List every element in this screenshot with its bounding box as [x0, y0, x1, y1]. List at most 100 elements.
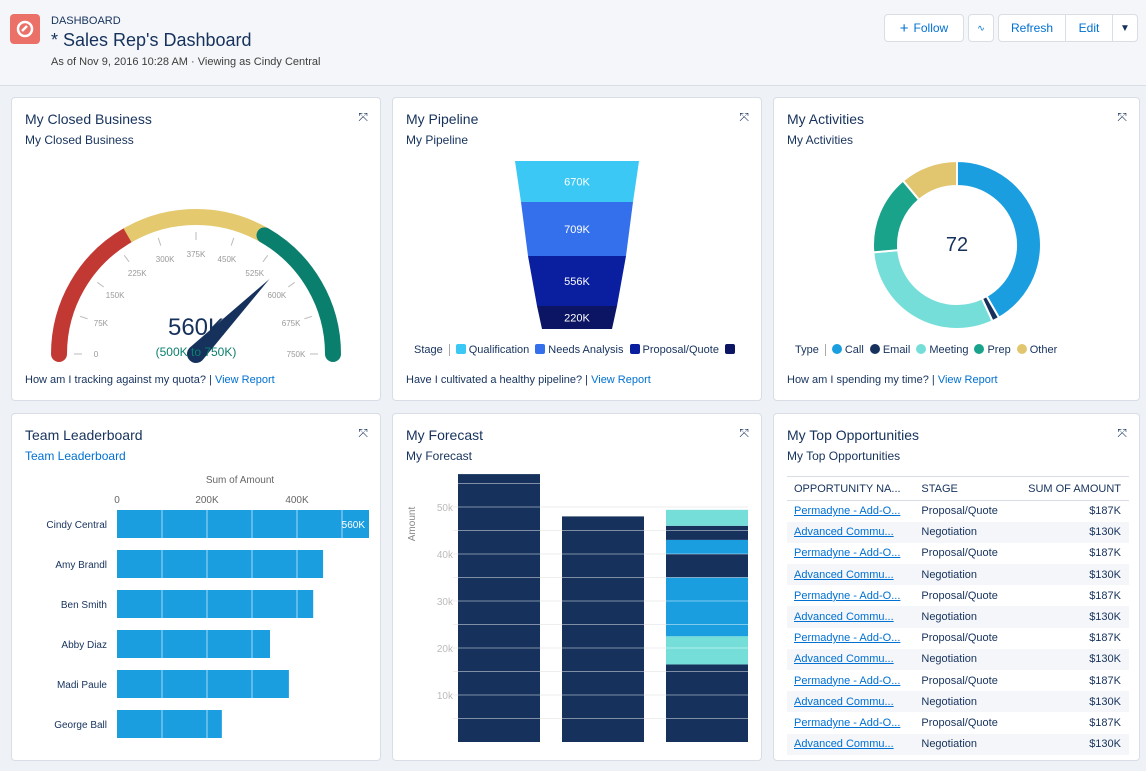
legend-swatch: [831, 344, 842, 354]
page-subtitle: As of Nov 9, 2016 10:28 AM · Viewing as …: [51, 56, 321, 68]
amount-cell: $130K: [1007, 606, 1129, 628]
table-row: Permadyne - Add-O... Proposal/Quote $187K: [787, 628, 1129, 649]
legend-item[interactable]: Qualification: [455, 344, 529, 356]
legend-item[interactable]: Needs Analysis: [535, 344, 624, 356]
donut-total: 72: [945, 234, 969, 256]
opportunity-link[interactable]: Permadyne - Add-O...: [794, 505, 901, 518]
page-title: * Sales Rep's Dashboard: [51, 30, 252, 50]
amount-cell: $130K: [1007, 564, 1129, 586]
opportunity-link[interactable]: Permadyne - Add-O...: [794, 632, 901, 645]
opportunities-table: OPPORTUNITY NA... STAGE SUM OF AMOUNT Pe…: [787, 476, 1129, 755]
expand-icon[interactable]: ⤧: [739, 110, 749, 124]
view-report-link[interactable]: View Report: [214, 374, 275, 386]
opportunity-link[interactable]: Permadyne - Add-O...: [794, 716, 901, 729]
forecast-bar-segment: [666, 664, 748, 742]
opportunity-link[interactable]: Permadyne - Add-O...: [794, 674, 901, 687]
amount-cell: $187K: [1089, 674, 1121, 687]
expand-icon[interactable]: ⤧: [1117, 426, 1127, 440]
card-title: Team Leaderboard: [25, 427, 143, 443]
gauge-tick-label: 0: [94, 350, 99, 359]
legend-item[interactable]: Meeting: [916, 344, 968, 356]
column-header-amount[interactable]: SUM OF AMOUNT: [1007, 476, 1129, 501]
legend-item[interactable]: Call: [831, 344, 864, 356]
data-label: 560K: [342, 520, 366, 531]
follow-button[interactable]: + Follow: [884, 14, 964, 42]
table-row: Advanced Commu... Negotiation $130K: [787, 733, 1129, 755]
funnel-chart: 670K 709K 556K 220K: [515, 161, 639, 329]
legend-item[interactable]: Email: [869, 344, 910, 356]
opportunity-cell: Permadyne - Add-O...: [787, 712, 914, 733]
card-subtitle: My Forecast: [406, 449, 473, 463]
table-row: Advanced Commu... Negotiation $130K: [787, 691, 1129, 713]
gauge-tick: [304, 315, 313, 320]
stage-cell: Proposal/Quote: [921, 589, 998, 602]
opportunity-cell: Advanced Commu...: [787, 648, 915, 670]
gauge-band: [51, 227, 136, 362]
gauge-tick-label: 450K: [218, 255, 237, 264]
stage-cell: Proposal/Quote: [921, 547, 998, 560]
opportunity-link[interactable]: Advanced Commu...: [794, 738, 894, 751]
opportunity-cell: Permadyne - Add-O...: [787, 501, 914, 522]
gauge-chart: 0 75K 150K 225K 300K 375K 450K 525K 600K 675K 750K: [51, 209, 341, 363]
funnel-label: 670K: [564, 177, 590, 189]
funnel-segment: [528, 256, 626, 306]
refresh-button[interactable]: Refresh: [998, 14, 1066, 42]
expand-icon[interactable]: ⤧: [358, 426, 368, 440]
category-label: Cindy Central: [46, 520, 107, 531]
opportunity-link[interactable]: Advanced Commu...: [794, 611, 894, 624]
x-axis-title: Sum of Amount: [206, 475, 275, 486]
y-tick-label: 50k: [437, 503, 454, 514]
view-report-link[interactable]: View Report: [591, 374, 651, 386]
activity-button[interactable]: ∿: [968, 14, 994, 42]
legend-item[interactable]: [724, 344, 738, 356]
stage-cell: Negotiation: [914, 606, 1008, 628]
gauge-value: 560K: [167, 314, 225, 341]
gauge-tick: [287, 281, 295, 288]
opportunity-link[interactable]: Advanced Commu...: [794, 568, 894, 581]
forecast-bar-segment: [562, 516, 644, 742]
leaderboard-bar: [117, 630, 270, 658]
opportunity-link[interactable]: Advanced Commu...: [794, 695, 894, 708]
leaderboard-bar: [117, 590, 314, 618]
card-title: My Pipeline: [406, 111, 479, 127]
amount-cell: $187K: [1089, 632, 1121, 645]
opportunity-cell: Advanced Commu...: [787, 564, 915, 586]
edit-button[interactable]: Edit: [1065, 14, 1113, 42]
y-tick-label: 10k: [437, 691, 454, 702]
legend-swatch: [535, 344, 546, 354]
column-header-stage[interactable]: STAGE: [914, 476, 1008, 501]
view-report-link[interactable]: View Report: [937, 374, 998, 386]
expand-icon[interactable]: ⤧: [358, 110, 368, 124]
card-footer: How am I tracking against my quota? | Vi…: [25, 374, 275, 386]
card-activities: My Activities My Activities ⤧ 72 Type Cal…: [773, 97, 1140, 401]
opportunity-link[interactable]: Permadyne - Add-O...: [794, 589, 901, 602]
gauge-tick-label: 225K: [128, 269, 147, 278]
opportunity-link[interactable]: Advanced Commu...: [794, 653, 894, 666]
card-subtitle: My Pipeline: [406, 133, 469, 147]
more-actions-button[interactable]: ▼: [1112, 14, 1138, 42]
card-title: My Activities: [787, 111, 865, 127]
stage-cell: Negotiation: [914, 733, 1008, 755]
amount-cell: $187K: [1089, 716, 1121, 729]
category-label: George Ball: [54, 720, 107, 731]
column-header-opportunity[interactable]: OPPORTUNITY NA...: [787, 476, 915, 501]
amount-cell: $187K: [1089, 547, 1121, 560]
legend-item[interactable]: Proposal/Quote: [629, 344, 719, 356]
funnel-label: 220K: [564, 313, 590, 325]
gauge-tick-label: 75K: [94, 319, 109, 328]
legend-item[interactable]: Prep: [974, 344, 1011, 356]
opportunity-link[interactable]: Permadyne - Add-O...: [794, 547, 901, 560]
gauge-tick-label: 675K: [282, 319, 301, 328]
leaderboard-bar: [117, 670, 289, 698]
card-subtitle: My Closed Business: [25, 133, 134, 147]
opportunity-link[interactable]: Advanced Commu...: [794, 526, 894, 539]
legend-item[interactable]: Other: [1016, 344, 1057, 356]
expand-icon[interactable]: ⤧: [1117, 110, 1127, 124]
forecast-bar-segment: [666, 636, 748, 665]
card-subtitle: Team Leaderboard: [25, 449, 126, 463]
y-tick-label: 30k: [437, 597, 454, 608]
stage-cell: Negotiation: [914, 648, 1008, 670]
expand-icon[interactable]: ⤧: [739, 426, 749, 440]
gauge-range: (500K to 750K): [155, 345, 237, 359]
table-row: Advanced Commu... Negotiation $130K: [787, 606, 1129, 628]
